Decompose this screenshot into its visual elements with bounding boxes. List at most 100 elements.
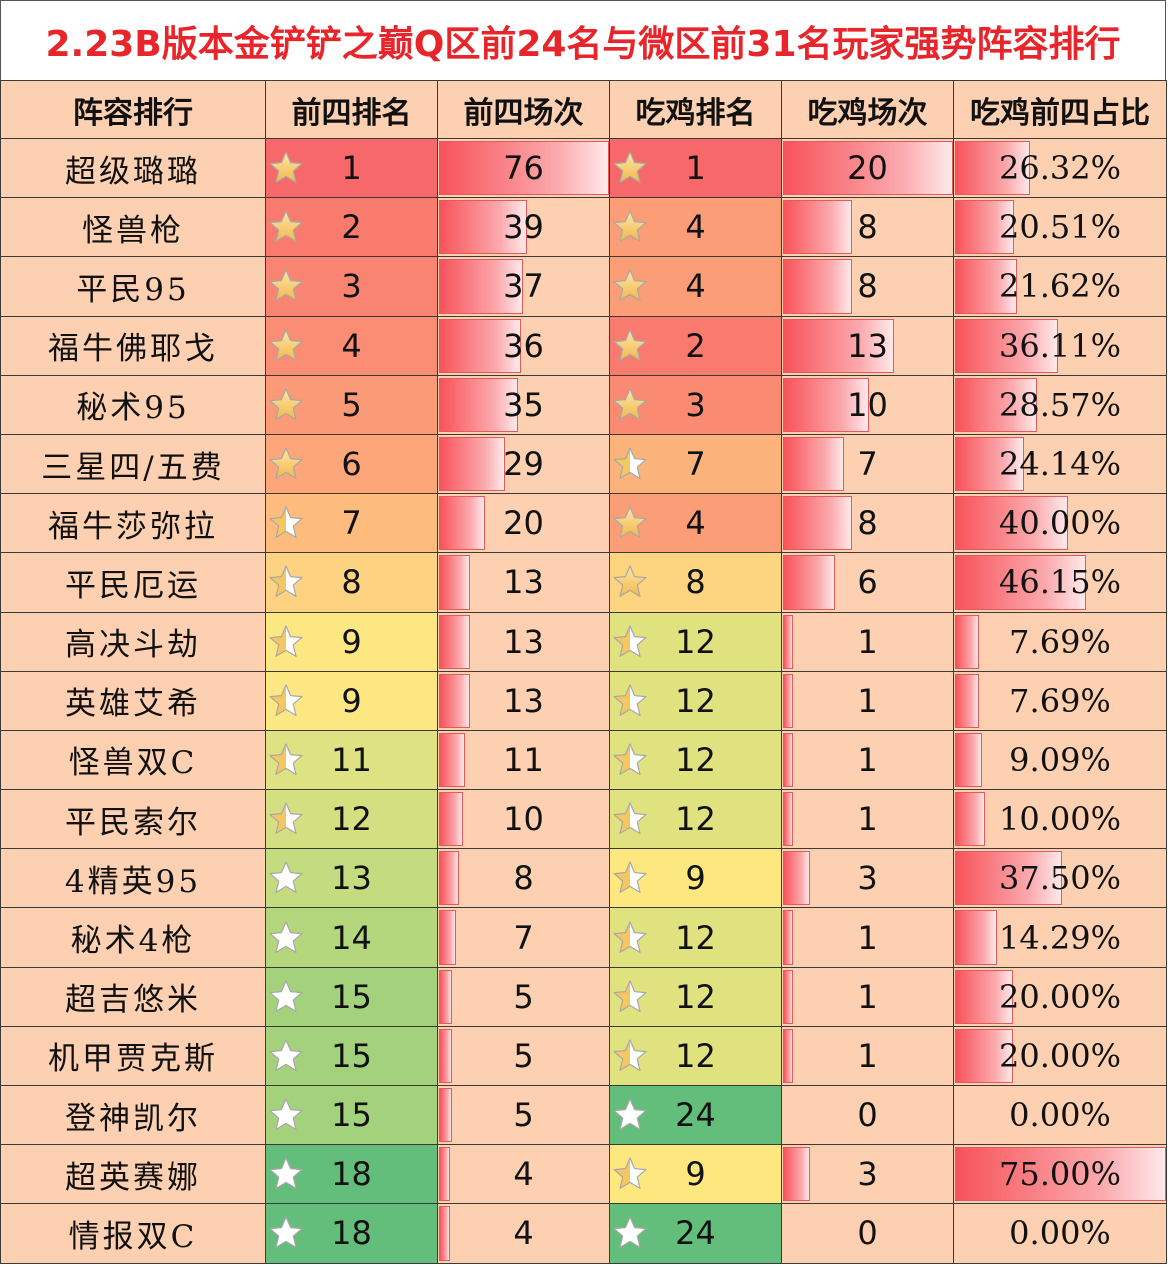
win-games-value: 8 xyxy=(857,208,878,247)
top4-rank-value: 11 xyxy=(331,740,372,779)
top4-rank-value: 18 xyxy=(331,1214,372,1253)
top4-games-value: 29 xyxy=(503,445,544,484)
sheet-title: 2.23B版本金铲铲之巅Q区前24名与微区前31名玩家强势阵容排行 xyxy=(0,0,1166,80)
top4-rank-cell: 18 xyxy=(265,1144,438,1205)
top4-games-value: 4 xyxy=(513,1214,534,1253)
top4-games-bar xyxy=(439,200,528,255)
top4-games-value: 20 xyxy=(503,504,544,543)
win-ratio-bar xyxy=(955,200,1015,255)
top4-rank-value: 8 xyxy=(341,563,362,602)
gold-star-icon xyxy=(269,447,303,480)
gold-star-icon xyxy=(613,151,647,184)
top4-rank-value: 9 xyxy=(341,681,362,720)
table-row: 英雄艾希 9 13 12 1 7.69% xyxy=(0,670,1167,731)
gold-star-icon xyxy=(613,329,647,361)
win-ratio-cell: 10.00% xyxy=(953,789,1167,850)
win-ratio-value: 7.69% xyxy=(1009,681,1111,720)
top4-games-value: 35 xyxy=(503,385,544,424)
win-rank-value: 9 xyxy=(685,859,706,898)
win-ratio-value: 37.50% xyxy=(998,859,1121,898)
win-games-bar xyxy=(783,614,794,669)
win-ratio-value: 28.57% xyxy=(998,385,1121,424)
top4-rank-cell: 15 xyxy=(265,966,438,1027)
top4-rank-value: 3 xyxy=(341,267,362,306)
top4-games-bar xyxy=(439,1147,450,1202)
top4-games-cell: 20 xyxy=(437,493,610,554)
win-ratio-value: 0.00% xyxy=(1009,1214,1111,1253)
win-games-cell: 3 xyxy=(781,848,954,909)
lineup-name: 超吉悠米 xyxy=(0,966,266,1027)
win-games-bar xyxy=(783,1028,794,1083)
win-games-bar xyxy=(783,200,853,255)
win-games-cell: 10 xyxy=(781,374,954,435)
win-ratio-bar xyxy=(955,732,983,788)
table-row: 平民厄运 8 13 8 6 46.15% xyxy=(0,552,1167,613)
win-rank-value: 8 xyxy=(685,563,706,602)
win-rank-cell: 24 xyxy=(609,1084,782,1146)
win-games-cell: 1 xyxy=(781,966,954,1027)
top4-rank-cell: 2 xyxy=(265,197,438,258)
win-ratio-value: 20.00% xyxy=(998,977,1121,1016)
win-rank-cell: 2 xyxy=(609,315,782,376)
win-games-value: 3 xyxy=(857,859,878,898)
win-rank-value: 4 xyxy=(685,504,706,543)
top4-games-cell: 76 xyxy=(437,137,610,199)
win-games-bar xyxy=(783,673,794,728)
win-rank-value: 12 xyxy=(675,977,716,1016)
white-star-icon xyxy=(613,1216,647,1249)
top4-games-bar xyxy=(439,969,453,1024)
win-rank-cell: 12 xyxy=(609,789,782,850)
win-rank-value: 12 xyxy=(675,918,716,957)
gold-star-icon xyxy=(269,151,303,184)
win-rank-cell: 24 xyxy=(609,1203,782,1264)
half-star-icon xyxy=(269,565,303,598)
win-ratio-cell: 14.29% xyxy=(953,907,1167,968)
top4-games-cell: 5 xyxy=(437,1025,610,1087)
table-row: 平民95 3 37 4 8 21.62% xyxy=(0,256,1167,317)
header-lineup: 阵容排行 xyxy=(0,80,266,139)
win-ratio-cell: 7.69% xyxy=(953,670,1167,731)
lineup-name: 平民索尔 xyxy=(0,789,266,850)
top4-games-bar xyxy=(439,259,523,314)
top4-rank-value: 13 xyxy=(331,859,372,898)
lineup-name: 福牛莎弥拉 xyxy=(0,493,266,554)
top4-games-cell: 39 xyxy=(437,197,610,258)
win-ratio-value: 0.00% xyxy=(1009,1096,1111,1135)
table-row: 4精英95 13 8 9 3 37.50% xyxy=(0,848,1167,909)
win-ratio-cell: 7.69% xyxy=(953,611,1167,672)
top4-games-value: 5 xyxy=(513,977,534,1016)
top4-games-value: 7 xyxy=(513,918,534,957)
win-ratio-value: 46.15% xyxy=(998,563,1121,602)
gold-star-icon xyxy=(613,269,647,302)
win-ratio-value: 75.00% xyxy=(998,1155,1121,1194)
win-rank-value: 4 xyxy=(685,267,706,306)
half-star-icon xyxy=(613,1157,647,1190)
win-ratio-value: 40.00% xyxy=(998,504,1121,543)
win-rank-value: 4 xyxy=(685,208,706,247)
top4-games-value: 13 xyxy=(503,622,544,661)
white-star-icon xyxy=(269,1157,303,1190)
win-rank-cell: 4 xyxy=(609,493,782,554)
top4-games-value: 76 xyxy=(503,149,544,188)
half-star-icon xyxy=(269,506,303,539)
table-row: 秘术95 5 35 3 10 28.57% xyxy=(0,374,1167,435)
top4-rank-cell: 15 xyxy=(265,1084,438,1146)
top4-games-bar xyxy=(439,673,470,728)
table-row: 三星四/五费 6 29 7 7 24.14% xyxy=(0,433,1167,495)
win-rank-cell: 4 xyxy=(609,197,782,258)
win-games-bar xyxy=(783,555,836,610)
top4-rank-value: 2 xyxy=(341,208,362,247)
win-rank-cell: 9 xyxy=(609,1144,782,1205)
lineup-name: 平民厄运 xyxy=(0,552,266,613)
top4-rank-cell: 5 xyxy=(265,374,438,435)
top4-rank-cell: 18 xyxy=(265,1203,438,1264)
win-games-bar xyxy=(783,792,794,847)
top4-games-bar xyxy=(439,851,459,906)
half-star-icon xyxy=(269,743,303,775)
half-star-icon xyxy=(269,624,303,657)
lineup-name: 高决斗劫 xyxy=(0,611,266,672)
top4-games-value: 13 xyxy=(503,563,544,602)
win-ratio-bar xyxy=(955,377,1037,432)
top4-games-bar xyxy=(439,318,521,373)
win-rank-cell: 3 xyxy=(609,374,782,435)
